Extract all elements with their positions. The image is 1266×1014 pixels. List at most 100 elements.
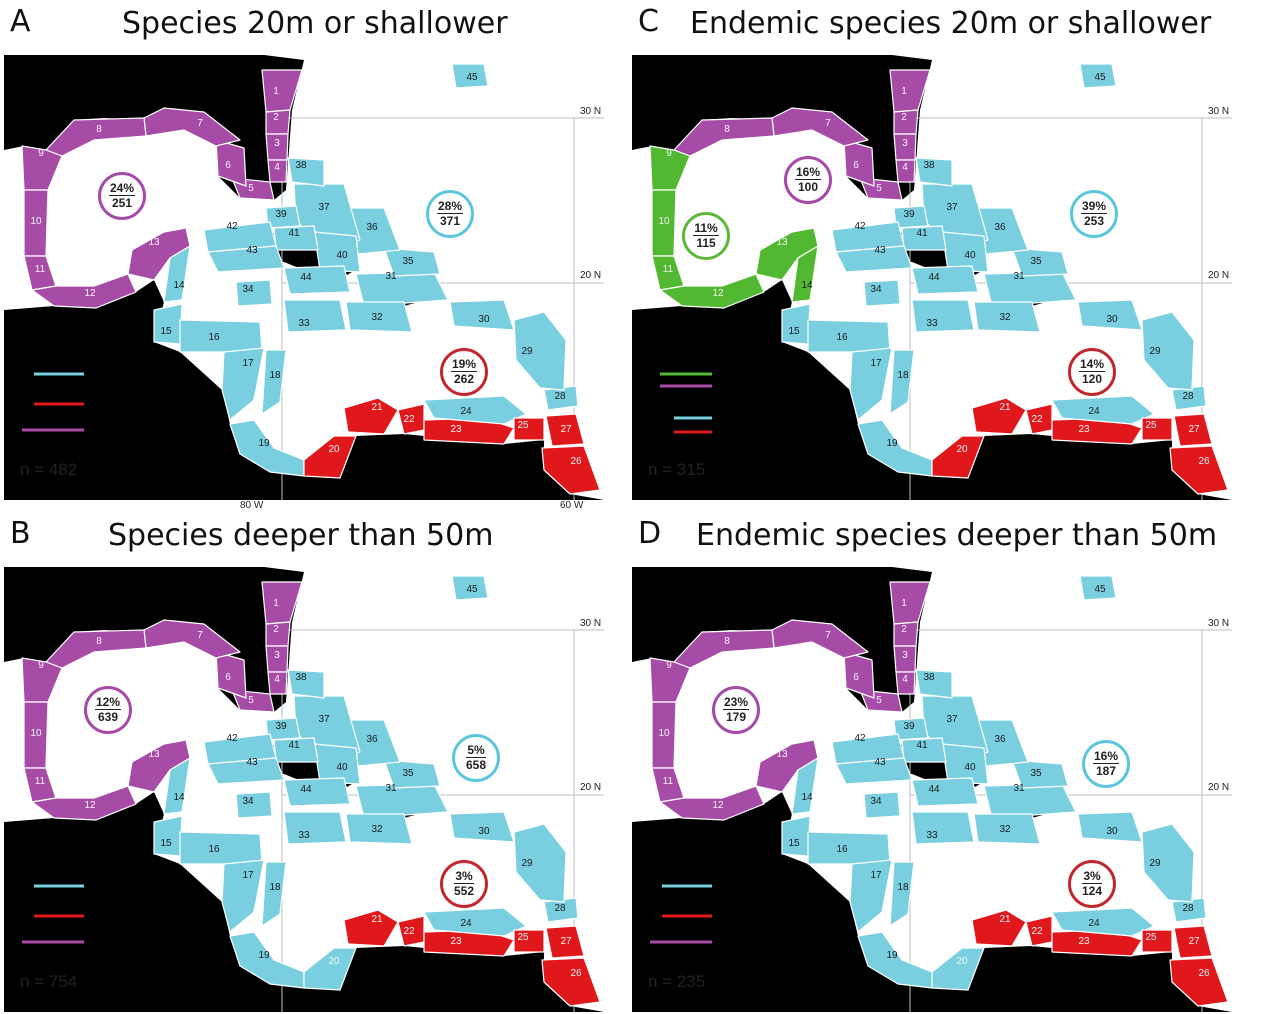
region-13	[127, 739, 191, 793]
region-number: 27	[560, 424, 572, 435]
region-number: 26	[570, 968, 582, 979]
region-30	[1077, 811, 1143, 843]
region-number: 6	[853, 672, 859, 683]
region-13	[755, 227, 819, 281]
region-6	[215, 651, 247, 699]
sample-size: n = 482	[20, 460, 78, 479]
region-number: 11	[35, 264, 46, 275]
region-number: 35	[402, 256, 414, 267]
region-number: 10	[658, 728, 670, 739]
region-15	[153, 303, 183, 345]
region-number: 13	[776, 237, 788, 248]
region-number: 11	[663, 264, 674, 275]
region-number: 42	[226, 221, 238, 232]
region-25	[513, 929, 545, 953]
region-number: 28	[554, 903, 566, 914]
region-number: 39	[903, 721, 915, 732]
region-number: 14	[801, 792, 813, 803]
region-45	[451, 575, 489, 601]
region-44	[283, 777, 351, 807]
axis-label-lat20: 20 N	[580, 782, 602, 793]
region-number: 25	[1145, 932, 1157, 943]
region-number: 25	[517, 420, 529, 431]
region-number: 45	[466, 72, 478, 83]
region-26	[541, 957, 601, 1007]
percent-circle-cyan: 39% 253	[1070, 190, 1118, 238]
region-number: 31	[1013, 271, 1025, 282]
region-6	[843, 139, 875, 187]
region-18	[889, 861, 915, 927]
region-number: 12	[712, 288, 724, 299]
region-20	[931, 435, 985, 479]
region-number: 41	[288, 228, 300, 239]
region-number: 24	[460, 918, 472, 929]
region-number: 7	[825, 630, 831, 641]
region-25	[513, 417, 545, 441]
region-number: 19	[886, 950, 898, 961]
region-number: 14	[801, 280, 813, 291]
region-33	[283, 811, 347, 845]
region-number: 17	[870, 358, 882, 369]
region-number: 21	[371, 402, 383, 413]
region-28	[1171, 897, 1207, 923]
region-number: 1	[901, 86, 907, 97]
region-20	[303, 435, 357, 479]
region-27	[545, 413, 585, 447]
region-number: 22	[1031, 414, 1043, 425]
region-number: 24	[1088, 406, 1100, 417]
region-number: 14	[173, 792, 185, 803]
endemic-percent: 19%	[450, 357, 478, 372]
region-30	[1077, 299, 1143, 331]
region-number: 22	[403, 926, 415, 937]
region-number: 39	[275, 209, 287, 220]
region-15	[153, 815, 183, 857]
region-number: 24	[1088, 918, 1100, 929]
region-number: 22	[403, 414, 415, 425]
region-number: 45	[466, 584, 478, 595]
region-number: 20	[328, 956, 340, 967]
region-27	[545, 925, 585, 959]
region-29	[513, 823, 567, 903]
region-29	[1141, 311, 1195, 391]
species-count: 120	[1081, 372, 1103, 386]
region-34	[235, 279, 273, 307]
endemic-percent: 14%	[1078, 357, 1106, 372]
region-number: 44	[300, 784, 312, 795]
region-number: 10	[30, 728, 42, 739]
region-number: 23	[450, 936, 462, 947]
region-number: 3	[274, 138, 280, 149]
region-31	[355, 271, 449, 307]
region-number: 37	[318, 714, 330, 725]
region-number: 4	[274, 162, 280, 173]
region-number: 44	[928, 784, 940, 795]
region-number: 28	[554, 391, 566, 402]
percent-circle-red: 3% 552	[440, 860, 488, 908]
region-number: 38	[295, 160, 307, 171]
region-30	[449, 299, 515, 331]
region-21	[971, 909, 1027, 947]
region-number: 5	[248, 183, 254, 194]
region-number: 23	[450, 424, 462, 435]
region-number: 16	[208, 844, 220, 855]
panel-label: B	[10, 516, 31, 551]
species-count: 639	[97, 710, 119, 724]
region-number: 32	[999, 312, 1011, 323]
region-number: 12	[84, 800, 96, 811]
phylogeny-tree-icon	[648, 372, 712, 434]
region-12	[31, 273, 137, 309]
region-number: 2	[901, 112, 907, 123]
percent-circle-purple: 23% 179	[712, 686, 760, 734]
region-number: 45	[1094, 584, 1106, 595]
region-number: 25	[517, 932, 529, 943]
region-number: 34	[242, 284, 254, 295]
endemic-percent: 23%	[722, 695, 750, 710]
region-number: 5	[876, 183, 882, 194]
percent-circle-green: 11% 115	[682, 212, 730, 260]
region-32	[345, 301, 413, 333]
region-4	[895, 671, 916, 695]
region-33	[911, 299, 975, 333]
axis-label-lat20: 20 N	[580, 270, 602, 281]
region-35	[383, 759, 441, 789]
endemic-percent: 3%	[1082, 869, 1102, 884]
region-7	[771, 619, 869, 659]
